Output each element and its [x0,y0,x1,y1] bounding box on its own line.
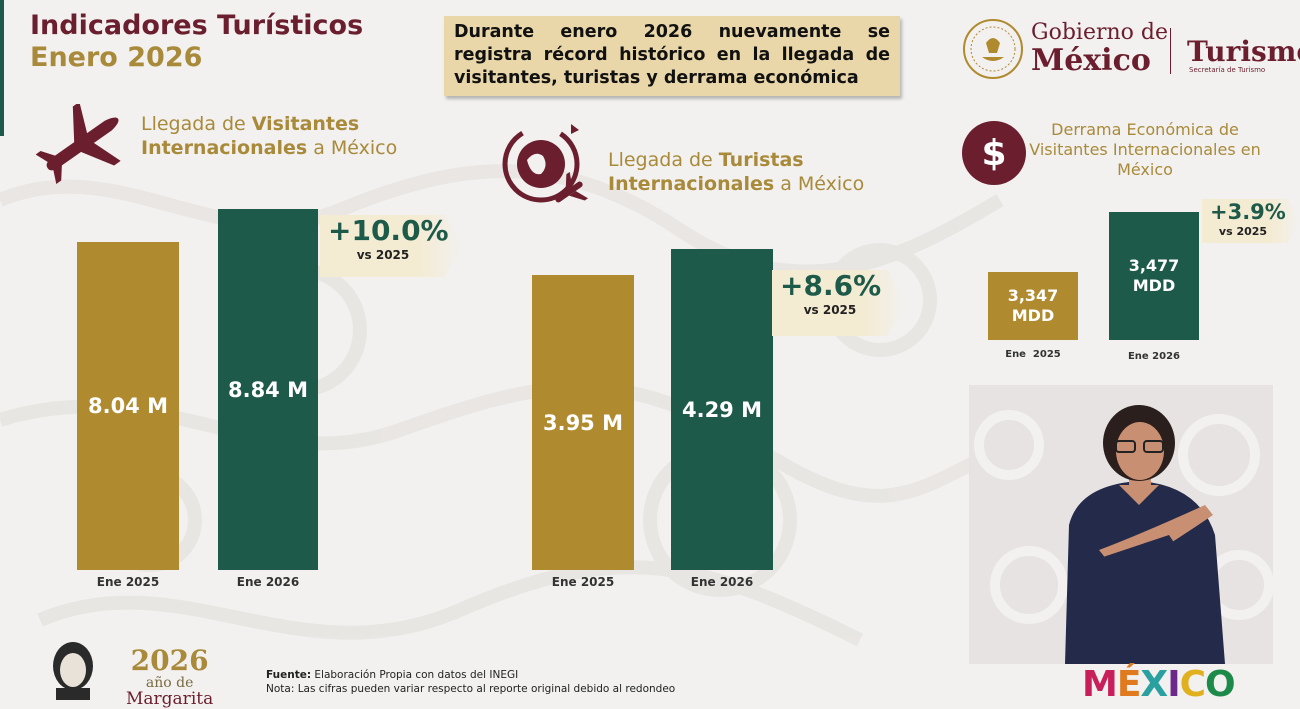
source-label: Fuente: [266,669,312,681]
bar-ene-2026: 3,477 MDD [1109,212,1199,340]
dollar-icon: $ [962,121,1026,185]
bar-value-label: 3,347 MDD [1007,286,1059,325]
kpi-title-pre: Llegada de [141,113,252,135]
bar-category-label: Ene 2026 [236,575,300,589]
gobierno-line1: Gobierno de [1031,20,1168,45]
mexico-logo: MÉXICO [1082,664,1236,705]
bar-value-label: 8.04 M [87,394,169,418]
footer-notes: Fuente: Elaboración Propia con datos del… [266,668,675,696]
gobierno-line2: México [1031,43,1151,78]
bar-value-label: 3.95 M [542,410,624,435]
change-value: +3.9% [1210,200,1286,224]
logo-divider [1170,28,1171,74]
year-sub: año de [145,675,194,691]
kpi-title-pre: Llegada de [608,149,719,171]
sign-language-interpreter [969,385,1273,664]
kpi-title-bold: Visitantes Internacionales [141,113,360,159]
footer-source: Fuente: Elaboración Propia con datos del… [266,668,675,682]
portrait-icon [53,642,93,700]
headline-callout: Durante enero 2026 nuevamente se registr… [444,16,900,96]
change-callout-visitantes: +10.0% vs 2025 [320,215,462,277]
bar-ene-2025: 8.04 M [77,242,179,570]
change-value: +8.6% [780,269,882,302]
change-sub: vs 2025 [1218,225,1268,238]
accent-bar [0,0,4,136]
change-sub: vs 2025 [356,248,410,262]
coat-of-arms-icon [963,19,1023,79]
page-title: Indicadores Turísticos [30,10,364,41]
change-callout-turistas: +8.6% vs 2025 [772,270,904,336]
bar-ene-2026: 8.84 M [218,209,318,570]
bar-ene-2026: 4.29 M [671,249,773,570]
page-subtitle: Enero 2026 [30,42,203,73]
airplane-icon [36,104,121,184]
change-value: +10.0% [328,214,449,247]
bar-value-label: 8.84 M [227,377,309,402]
year-number: 2026 [130,644,209,677]
year-name: Margarita [126,689,214,709]
kpi-title-post: a México [774,173,865,195]
kpi-title-post: a México [307,137,398,159]
interpreter-illustration [974,405,1273,664]
bar-category-label: Ene 2026 [690,575,754,589]
gobierno-logo: Gobierno de México [1031,20,1168,76]
footer-note: Nota: Las cifras pueden variar respecto … [266,683,676,695]
svg-text:$: $ [981,133,1006,174]
bar-category-label: Ene 2025 [96,575,160,589]
change-sub: vs 2025 [803,303,857,317]
globe-plane-icon [502,124,589,203]
kpi-title-derrama: Derrama Económica de Visitantes Internac… [1029,120,1261,179]
kpi-title-turistas: Llegada de Turistas Internacionales a Mé… [608,148,868,196]
bar-category-label: Ene 2025 [551,575,615,589]
source-text: Elaboración Propia con datos del INEGI [311,669,519,681]
turismo-logo: Turismo [1187,35,1300,68]
bar-category-label: Ene 2026 [1127,351,1181,362]
bar-ene-2025: 3.95 M [532,275,634,570]
bar-category-label: Ene 2025 [1005,349,1061,360]
kpi-title-bold: Turistas Internacionales [608,149,804,195]
bar-ene-2025: 3,347 MDD [988,272,1078,340]
turismo-subtitle: Secretaría de Turismo [1189,66,1266,74]
bar-value-label: 3,477 MDD [1128,256,1180,295]
year-badge: 2026 año de Margarita [126,644,214,709]
change-callout-derrama: +3.9% vs 2025 [1202,199,1300,243]
bar-value-label: 4.29 M [681,397,763,422]
kpi-title-visitantes: Llegada de Visitantes Internacionales a … [141,112,411,160]
